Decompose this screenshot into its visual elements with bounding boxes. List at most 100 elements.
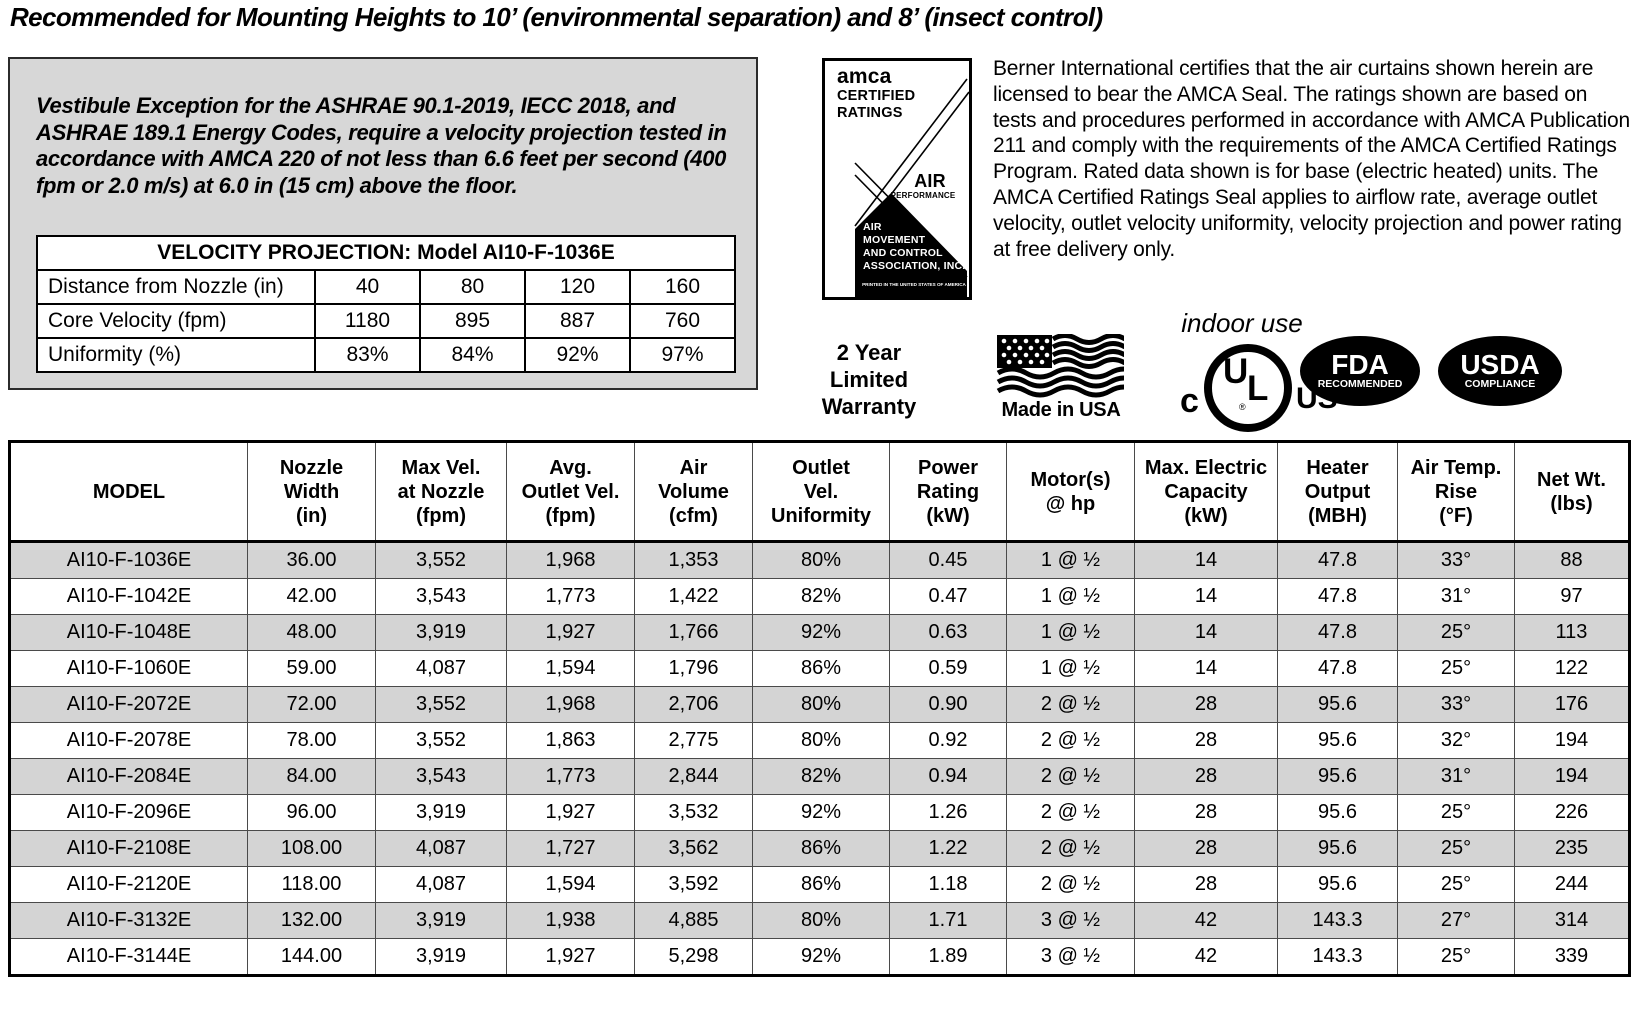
table-cell: 1,927	[506, 794, 635, 831]
row-label: Distance from Nozzle (in)	[36, 269, 316, 305]
table-cell: 78.00	[247, 722, 376, 759]
table-cell: 143.3	[1277, 938, 1398, 976]
table-cell: AI10-F-1060E	[9, 650, 248, 687]
table-cell: 82%	[752, 758, 890, 795]
table-cell: 176	[1514, 686, 1630, 723]
table-cell: 2 @ ½	[1006, 794, 1135, 831]
amca-certified-text: CERTIFIED	[837, 88, 916, 104]
table-cell: 28	[1134, 830, 1278, 867]
table-cell: 108.00	[247, 830, 376, 867]
table-cell: 80%	[752, 541, 890, 579]
column-header: Air Volume (cfm)	[634, 441, 753, 543]
table-cell: 42	[1134, 902, 1278, 939]
table-cell: 1,727	[506, 830, 635, 867]
table-cell: 95.6	[1277, 758, 1398, 795]
made-in-usa-label: Made in USA	[1001, 399, 1121, 421]
table-cell: 4,885	[634, 902, 753, 939]
table-cell: 2 @ ½	[1006, 866, 1135, 903]
table-cell: 118.00	[247, 866, 376, 903]
table-cell: 14	[1134, 650, 1278, 687]
table-cell: 235	[1514, 830, 1630, 867]
table-cell: 2 @ ½	[1006, 758, 1135, 795]
table-row: AI10-F-2078E 78.00 3,552 1,863 2,775 80% 0.92 2…	[9, 722, 1630, 759]
table-cell: 2,844	[634, 758, 753, 795]
table-cell: 28	[1134, 794, 1278, 831]
table-cell: 48.00	[247, 614, 376, 651]
table-cell: AI10-F-1048E	[9, 614, 248, 651]
velocity-projection-table: VELOCITY PROJECTION: Model AI10-F-1036E …	[36, 235, 736, 373]
table-cell: 143.3	[1277, 902, 1398, 939]
table-cell: 3,552	[375, 541, 507, 579]
table-cell: 4,087	[375, 830, 507, 867]
table-cell: 25°	[1397, 794, 1515, 831]
table-cell: 113	[1514, 614, 1630, 651]
table-cell: 1,773	[506, 758, 635, 795]
page-title: Recommended for Mounting Heights to 10’ …	[10, 2, 1103, 32]
model-spec-table: MODEL Nozzle Width (in) Max Vel. at Nozzle…	[8, 440, 1631, 977]
table-cell: 42	[1134, 938, 1278, 976]
table-cell: 42.00	[247, 578, 376, 615]
table-cell: 80	[419, 269, 526, 305]
table-row: VELOCITY PROJECTION: Model AI10-F-1036E	[36, 235, 736, 271]
vestibule-note: Vestibule Exception for the ASHRAE 90.1-…	[36, 93, 727, 198]
table-cell: 1.71	[889, 902, 1007, 939]
ul-registered-mark: ®	[1239, 402, 1246, 412]
table-cell: 95.6	[1277, 722, 1398, 759]
fda-recommended-badge: FDA RECOMMENDED	[1300, 336, 1420, 406]
table-row: AI10-F-1042E 42.00 3,543 1,773 1,422 82% 0.47 1…	[9, 578, 1630, 615]
usda-subtitle: COMPLIANCE	[1464, 378, 1536, 390]
table-cell: 1 @ ½	[1006, 614, 1135, 651]
table-cell: 27°	[1397, 902, 1515, 939]
table-cell: 25°	[1397, 938, 1515, 976]
table-cell: 47.8	[1277, 578, 1398, 615]
table-cell: 3 @ ½	[1006, 902, 1135, 939]
usda-compliance-badge: USDA COMPLIANCE	[1438, 336, 1562, 406]
table-cell: 97	[1514, 578, 1630, 615]
row-label: Core Velocity (fpm)	[36, 303, 316, 339]
table-cell: 47.8	[1277, 614, 1398, 651]
table-cell: 88	[1514, 541, 1630, 579]
table-cell: 2,706	[634, 686, 753, 723]
table-cell: 3,562	[634, 830, 753, 867]
table-cell: 1.22	[889, 830, 1007, 867]
table-cell: 132.00	[247, 902, 376, 939]
table-cell: 226	[1514, 794, 1630, 831]
amca-ratings-text: RATINGS	[837, 105, 903, 121]
column-header: MODEL	[9, 441, 248, 543]
table-cell: 0.94	[889, 758, 1007, 795]
amca-footer-text: PRINTED IN THE UNITED STATES OF AMERICA	[862, 282, 966, 287]
table-cell: 59.00	[247, 650, 376, 687]
table-cell: 83%	[314, 337, 421, 373]
table-cell: 36.00	[247, 541, 376, 579]
table-cell: 86%	[752, 650, 890, 687]
table-cell: 3,919	[375, 614, 507, 651]
table-row: AI10-F-1060E 59.00 4,087 1,594 1,796 86% 0.59 1…	[9, 650, 1630, 687]
indoor-use-label: indoor use	[1181, 308, 1303, 338]
table-row: AI10-F-2120E 118.00 4,087 1,594 3,592 86% 1.18…	[9, 866, 1630, 903]
table-cell: 1,594	[506, 650, 635, 687]
table-cell: 82%	[752, 578, 890, 615]
table-cell: 47.8	[1277, 541, 1398, 579]
table-row: AI10-F-1048E 48.00 3,919 1,927 1,766 92% 0.63 1…	[9, 614, 1630, 651]
table-cell: 0.59	[889, 650, 1007, 687]
table-cell: 28	[1134, 722, 1278, 759]
table-cell: 84%	[419, 337, 526, 373]
table-cell: 97%	[629, 337, 736, 373]
table-cell: 0.90	[889, 686, 1007, 723]
table-cell: 80%	[752, 686, 890, 723]
table-cell: 1,968	[506, 541, 635, 579]
fda-subtitle: RECOMMENDED	[1317, 378, 1403, 390]
table-cell: 4,087	[375, 650, 507, 687]
table-cell: 3,552	[375, 686, 507, 723]
table-cell: AI10-F-1036E	[9, 541, 248, 579]
table-cell: 3,552	[375, 722, 507, 759]
warranty-badge: 2 Year Limited Warranty	[821, 340, 917, 419]
table-cell: 3,919	[375, 794, 507, 831]
table-cell: 1,773	[506, 578, 635, 615]
table-cell: 25°	[1397, 866, 1515, 903]
table-cell: 1,422	[634, 578, 753, 615]
column-header: Air Temp. Rise (°F)	[1397, 441, 1515, 543]
table-cell: 3,543	[375, 758, 507, 795]
table-cell: 92%	[752, 938, 890, 976]
table-cell: 28	[1134, 686, 1278, 723]
